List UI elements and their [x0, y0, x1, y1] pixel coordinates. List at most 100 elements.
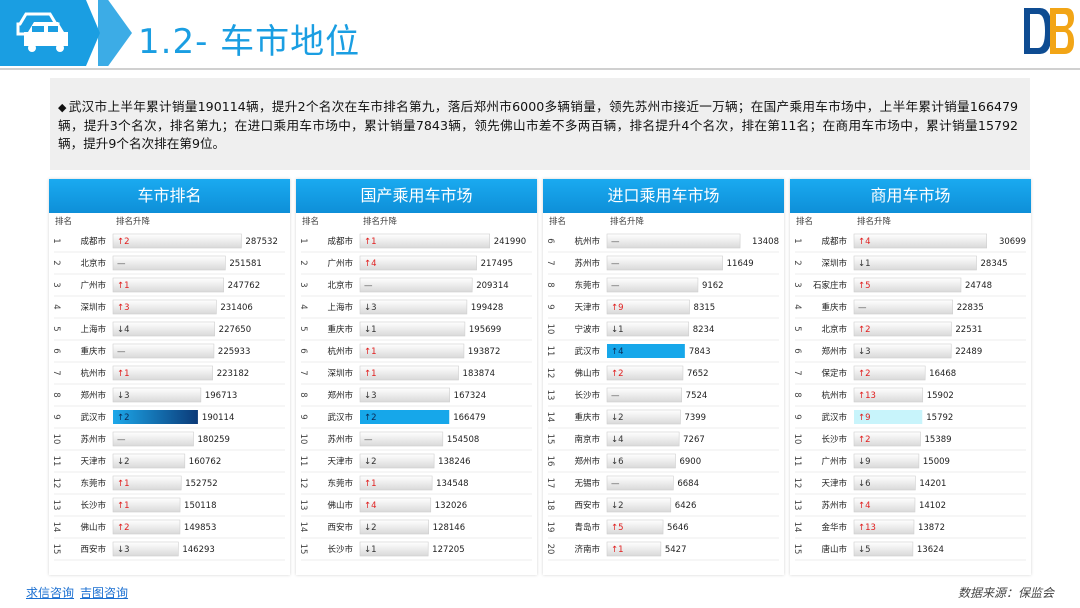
value-label: 190114	[202, 413, 234, 423]
value-label: 152752	[185, 479, 217, 489]
value-label: 127205	[432, 545, 464, 555]
city-label: 无锡市	[574, 478, 600, 489]
value-bar	[853, 519, 915, 535]
value-label: 138246	[438, 457, 470, 467]
rank-change-label: ↓9	[858, 457, 871, 467]
rank-number: 14	[51, 522, 61, 533]
jitu-link[interactable]: 吉图咨询	[80, 586, 129, 600]
header-band	[0, 0, 1080, 70]
rank-number: 7	[545, 260, 555, 265]
value-bar	[606, 299, 690, 315]
value-label: 7399	[684, 413, 706, 423]
rank-number: 7	[792, 370, 802, 375]
value-bar	[112, 255, 226, 271]
value-bar	[359, 453, 435, 469]
rank-number: 12	[298, 478, 308, 489]
value-label: 199428	[471, 303, 503, 313]
value-label: 6426	[675, 501, 697, 511]
value-label: 231406	[220, 303, 252, 313]
value-label: 247762	[228, 281, 260, 291]
rank-number: 13	[298, 500, 308, 511]
panel-title: 商用车市场	[790, 179, 1031, 213]
value-bar	[606, 387, 682, 403]
value-label: 15389	[925, 435, 952, 445]
rank-number: 14	[298, 522, 308, 533]
city-label: 天津市	[80, 456, 106, 467]
qiuxin-link[interactable]: 求信咨询	[26, 586, 75, 600]
value-label: 15009	[923, 457, 950, 467]
rank-column-header: 排名	[549, 217, 567, 227]
rank-change-label: ↑2	[117, 237, 130, 247]
city-label: 北京市	[821, 324, 847, 335]
panel-commercial: 商用车市场 排名 排名升降 1 成都市 ↑4 30699 2 深圳市 ↓1 28345 3 石家庄…	[790, 179, 1031, 575]
city-label: 天津市	[327, 456, 353, 467]
rank-change-label: ↓1	[364, 545, 377, 555]
rank-change-label: —	[117, 435, 126, 445]
value-bar	[606, 365, 684, 381]
rank-number: 6	[51, 348, 61, 353]
rank-change-label: ↑1	[364, 347, 377, 357]
value-bar	[359, 343, 465, 359]
value-bar	[853, 365, 926, 381]
rank-number: 15	[51, 544, 61, 555]
value-label: 160762	[189, 457, 221, 467]
city-label: 苏州市	[327, 434, 353, 445]
value-bar	[606, 497, 672, 513]
rank-column-header: 排名	[55, 217, 73, 227]
rank-change-label: ↓6	[858, 479, 871, 489]
value-label: 14201	[919, 479, 946, 489]
rank-change-label: ↓3	[364, 391, 377, 401]
city-label: 佛山市	[80, 522, 106, 533]
value-bar	[359, 233, 491, 249]
value-label: 134548	[436, 479, 468, 489]
city-label: 重庆市	[327, 324, 353, 335]
city-label: 郑州市	[327, 390, 353, 401]
city-label: 石家庄市	[813, 280, 848, 291]
rank-change-label: ↑4	[364, 259, 377, 269]
rank-number: 16	[545, 456, 555, 467]
rank-number: 11	[792, 456, 802, 467]
rank-change-label: ↓3	[858, 347, 871, 357]
city-label: 武汉市	[574, 346, 600, 357]
value-label: 6900	[679, 457, 701, 467]
city-label: 杭州市	[80, 368, 106, 379]
value-bar	[359, 255, 477, 271]
value-label: 7843	[689, 347, 711, 357]
summary-text: 武汉市上半年累计销量190114辆，提升2个名次在车市排名第九，落后郑州市600…	[58, 99, 1018, 151]
value-bar	[853, 233, 987, 249]
value-bar	[112, 299, 217, 315]
value-label: 196713	[205, 391, 237, 401]
rank-change-label: ↓2	[611, 413, 624, 423]
value-bar	[360, 410, 450, 424]
value-bar	[112, 233, 242, 249]
value-label: 7524	[686, 391, 708, 401]
value-label: 146293	[182, 545, 214, 555]
rank-change-label: ↑13	[858, 523, 876, 533]
value-bar	[607, 344, 685, 358]
footer-links: 求信咨询 吉图咨询	[26, 584, 134, 601]
value-label: 7267	[683, 435, 705, 445]
rank-number: 4	[792, 304, 802, 309]
value-bar	[359, 321, 466, 337]
city-label: 宁波市	[574, 324, 600, 335]
value-label: 11649	[727, 259, 754, 269]
city-label: 长沙市	[574, 390, 600, 401]
rank-number: 13	[792, 500, 802, 511]
value-bar	[853, 387, 924, 403]
value-label: 180259	[198, 435, 230, 445]
rank-number: 10	[51, 434, 61, 445]
value-bar	[359, 387, 450, 403]
change-column-header: 排名升降	[116, 217, 151, 227]
rank-change-label: ↓4	[611, 435, 624, 445]
value-label: 13872	[918, 523, 945, 533]
rank-change-label: ↓3	[117, 545, 130, 555]
value-label: 166479	[453, 413, 485, 423]
value-label: 195699	[469, 325, 501, 335]
rank-number: 4	[298, 304, 308, 309]
ranking-chart: 1 成都市 ↑2 287532 2 北京市 — 251581 3 广州市 ↑1 247762 4 深圳市 ↑…	[51, 233, 285, 561]
value-label: 24748	[965, 281, 992, 291]
rank-number: 6	[545, 238, 555, 243]
value-bar	[112, 387, 202, 403]
value-label: 7652	[687, 369, 709, 379]
value-bar	[606, 519, 664, 535]
